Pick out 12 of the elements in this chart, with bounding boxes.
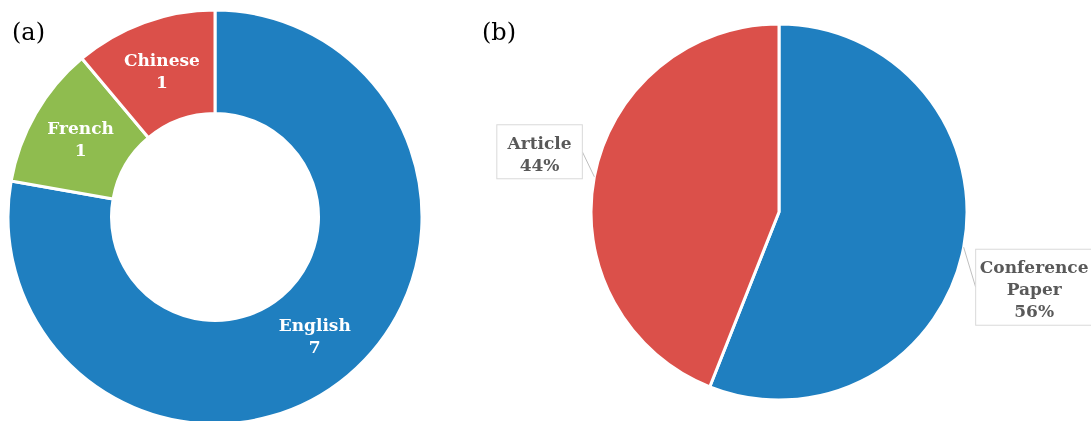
slice-label: Chinese [123, 50, 201, 71]
slice-label: French [47, 118, 114, 139]
slice-label: English [278, 314, 351, 335]
slice-label: Article [506, 132, 572, 153]
chart-title: (a) [12, 18, 46, 46]
data-label: 1 [74, 140, 87, 161]
data-label: 56% [1014, 301, 1055, 322]
data-label: 44% [519, 154, 560, 175]
slice-label: Conference Paper [979, 257, 1089, 300]
data-label: 7 [308, 336, 321, 357]
data-label: 1 [155, 72, 168, 93]
chart-title: (b) [482, 18, 517, 46]
